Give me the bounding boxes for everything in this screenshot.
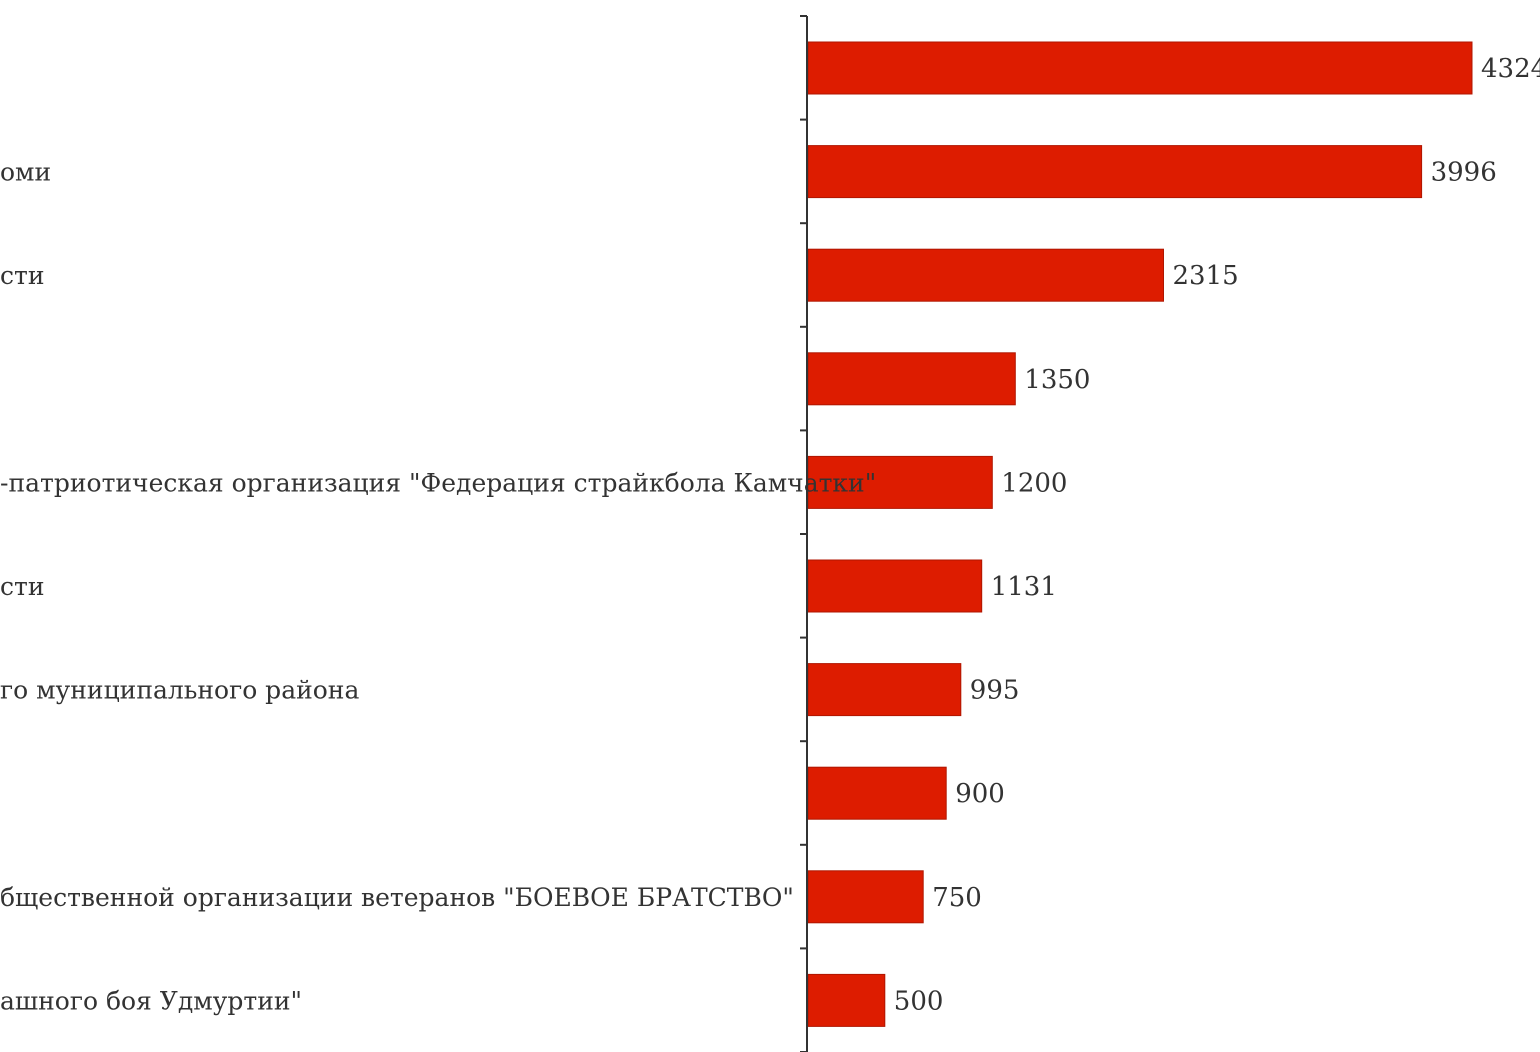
category-label-5: сти [0,572,45,601]
bar-5 [807,559,983,613]
value-label-0: 4324 [1481,54,1540,84]
category-label-1: оми [0,158,51,187]
value-label-7: 900 [955,779,1005,809]
value-label-6: 995 [970,676,1020,706]
value-label-8: 750 [932,883,982,913]
bar-9 [807,973,886,1027]
value-label-1: 3996 [1431,158,1497,188]
bar-1 [807,145,1423,199]
value-label-3: 1350 [1024,365,1090,395]
value-label-4: 1200 [1001,468,1067,498]
value-labels-layer: 4324 3996 2315 1350 1200 1131 995 900 750 500 [894,54,1540,1016]
bars-layer [807,41,1473,1027]
y-axis [800,15,808,1052]
category-label-6: го муниципального района [0,676,359,705]
category-label-4: -патриотическая организация "Федерация с… [0,468,876,497]
value-label-5: 1131 [991,572,1057,602]
bar-0 [807,41,1473,95]
category-label-9: ашного боя Удмуртии" [0,986,302,1015]
bar-2 [807,248,1164,302]
value-label-2: 2315 [1173,261,1239,291]
bar-4 [807,455,993,509]
value-label-9: 500 [894,986,944,1016]
bar-3 [807,352,1016,406]
bar-7 [807,766,947,820]
category-labels-layer: оми сти -патриотическая организация "Федер… [0,158,876,1016]
bar-8 [807,870,924,924]
category-label-8: бщественной организации ветеранов "БОЕВО… [0,883,794,912]
category-label-2: сти [0,261,45,290]
bar-6 [807,663,962,717]
